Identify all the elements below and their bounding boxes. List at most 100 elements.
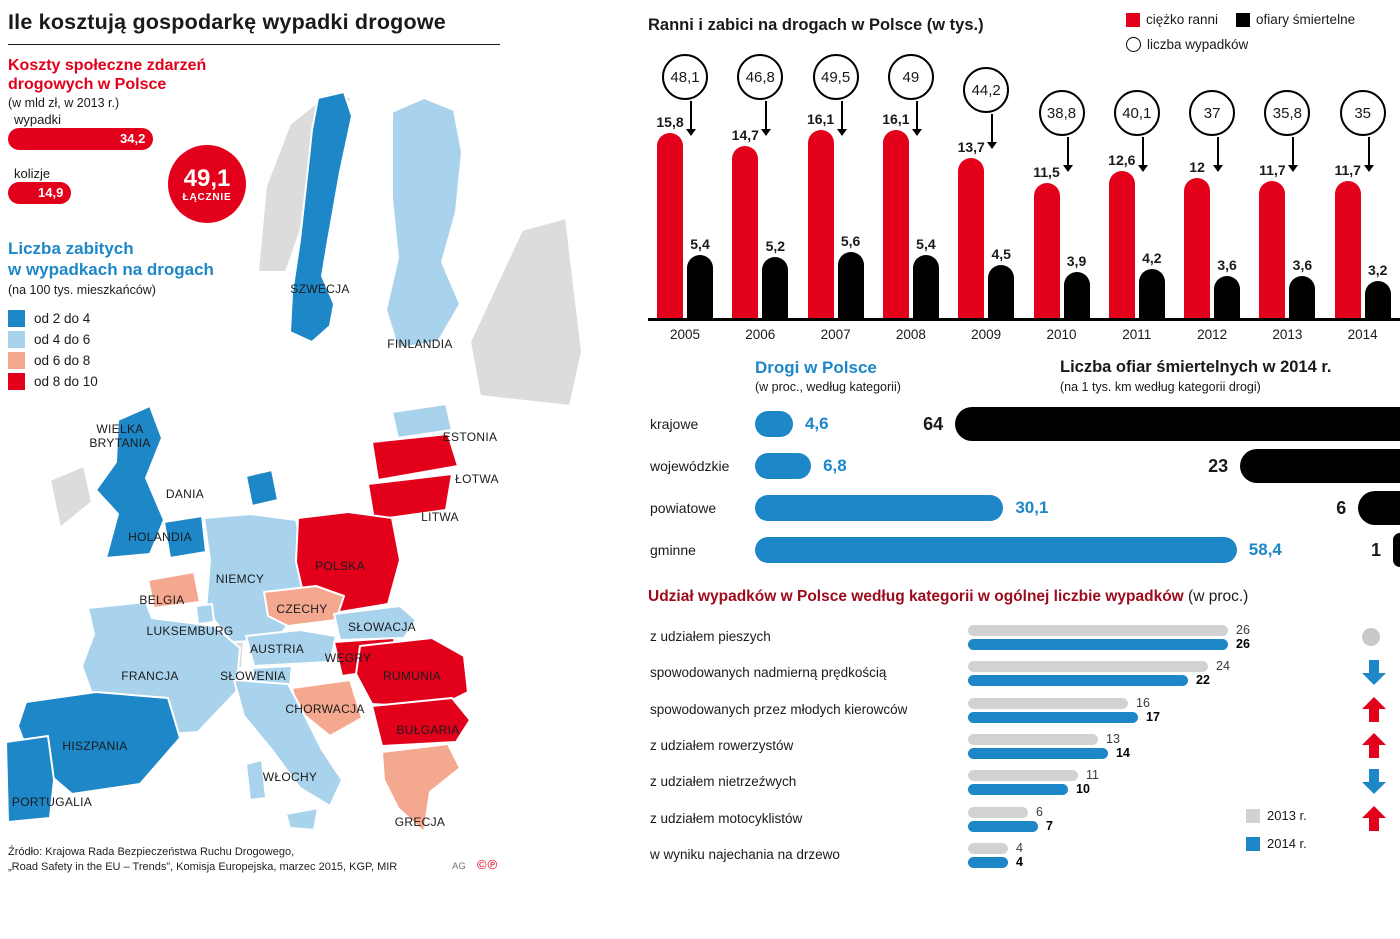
country-label-lu: LUKSEMBURG xyxy=(146,624,234,638)
year-label: 2012 xyxy=(1197,327,1228,342)
roads-chart-subtitle: (w proc., według kategorii) xyxy=(755,380,901,394)
bar-2014 xyxy=(968,783,1068,795)
severely-injured-value: 16,1 xyxy=(882,110,910,127)
country-label-es: HISZPANIA xyxy=(62,739,128,753)
bar-2013 xyxy=(968,807,1028,818)
legend-swatch xyxy=(1246,836,1260,851)
country-label-sk: SŁOWACJA xyxy=(348,620,416,634)
country-label-be: BELGIA xyxy=(139,593,185,607)
bubble-arrow-head xyxy=(686,129,696,136)
bubble-arrow-stem xyxy=(840,101,843,129)
fatalities-bar xyxy=(762,257,789,318)
fatalities-value: 3,6 xyxy=(1292,256,1313,273)
injured-swatch xyxy=(1126,12,1140,27)
bubble-arrow-head xyxy=(1213,165,1224,172)
bar-2013 xyxy=(968,661,1208,672)
country-label-hu: WĘGRY xyxy=(324,651,372,665)
legend-label: od 2 do 4 xyxy=(34,311,91,326)
accidents-count-bubble: 35,8 xyxy=(1264,90,1311,136)
severely-injured-bar xyxy=(1108,170,1135,318)
fatalities-bar xyxy=(912,254,939,318)
severely-injured-bar xyxy=(882,129,909,318)
country-label-hr: CHORWACJA xyxy=(285,702,365,716)
severely-injured-value: 13,7 xyxy=(957,138,985,155)
year-label: 2011 xyxy=(1122,327,1152,342)
severely-injured-value: 11,5 xyxy=(1033,164,1060,181)
source-note: Źródło: Krajowa Rada Bezpieczeństwa Ruch… xyxy=(8,845,397,875)
accidents-count-bubble: 38,8 xyxy=(1038,90,1085,136)
accident-share-chart: Udział wypadków w Polsce według kategori… xyxy=(648,580,1400,939)
severely-injured-value: 16,1 xyxy=(806,110,835,127)
map-sicily xyxy=(285,807,319,831)
trend-up-icon xyxy=(1362,806,1386,831)
bubble-arrow-head xyxy=(911,129,922,136)
bar-2013 xyxy=(968,770,1078,781)
severely-injured-bar xyxy=(1259,181,1286,318)
bubble-arrow-stem xyxy=(765,101,768,129)
bubble-arrow-stem xyxy=(915,101,918,129)
accident-share-legend: 2013 r. 2014 r. xyxy=(1246,580,1396,939)
trend-flat-icon xyxy=(1362,628,1380,646)
map-country-labels: SZWECJA FINLANDIA ESTONIA ŁOTWA LITWA WIELKA … xyxy=(0,90,645,900)
fatalities-bar xyxy=(837,252,864,318)
cost-bar-value: 14,9 xyxy=(38,185,64,200)
cost-bar-label: kolizje xyxy=(14,166,51,181)
deaths-chart-title: Liczba ofiar śmiertelnych w 2014 r. xyxy=(1060,358,1332,376)
accidents-count-bubble: 49 xyxy=(887,54,934,100)
accident-category-label: z udziałem rowerzystów xyxy=(650,738,794,753)
fatalities-bar xyxy=(988,265,1015,318)
fatalities-value: 3,9 xyxy=(1066,253,1087,270)
legend-swatch xyxy=(8,352,25,369)
bar-2014 xyxy=(968,674,1188,686)
legend-label: 2014 r. xyxy=(1267,836,1307,851)
severely-injured-bar xyxy=(958,157,985,318)
value-2014: 22 xyxy=(1196,672,1210,687)
legend-item-deaths: ofiary śmiertelne xyxy=(1236,12,1355,27)
bar-2014 xyxy=(968,856,1008,868)
value-2013: 13 xyxy=(1106,732,1120,746)
bubble-arrow-stem xyxy=(991,114,994,142)
bar-2014 xyxy=(968,638,1228,650)
accident-share-title: Udział wypadków w Polsce według kategori… xyxy=(648,588,1248,606)
value-2013: 6 xyxy=(1036,805,1043,819)
fatalities-bar xyxy=(1289,275,1316,318)
country-label-lv: ŁOTWA xyxy=(455,472,499,486)
bubble-arrow-stem xyxy=(1292,137,1295,165)
accident-category-label: z udziałem nietrzeźwych xyxy=(650,774,797,789)
road-share-bar xyxy=(755,537,1237,563)
fatalities-value: 3,6 xyxy=(1217,256,1237,273)
bubble-arrow-head xyxy=(1062,165,1073,172)
severely-injured-bar xyxy=(1334,181,1361,318)
year-label: 2005 xyxy=(669,327,701,342)
fatalities-value: 4,2 xyxy=(1142,249,1162,266)
legend-swatch xyxy=(8,331,25,348)
costs-bar-chart: wypadki 34,2 kolizje 14,9 xyxy=(8,112,228,224)
cost-bar: 34,2 xyxy=(8,128,154,150)
map-legend-item: od 6 do 8 xyxy=(8,350,98,371)
bubble-arrow-head xyxy=(761,129,772,136)
severely-injured-value: 12,6 xyxy=(1108,151,1136,168)
accident-category-label: w wyniku najechania na drzewo xyxy=(650,847,840,862)
bubble-arrow-head xyxy=(1288,165,1299,172)
legend-item-2013r: 2013 r. xyxy=(1246,808,1307,823)
accidents-count-bubble: 49,5 xyxy=(812,54,859,100)
cost-bar-value: 34,2 xyxy=(120,131,146,146)
fatalities-bar xyxy=(1138,268,1165,318)
bar-2013 xyxy=(968,843,1008,854)
fatalities-value: 5,6 xyxy=(840,233,861,250)
bar-2014 xyxy=(968,711,1138,723)
value-2014: 26 xyxy=(1236,636,1250,651)
country-label-cz: CZECHY xyxy=(276,602,328,616)
accident-category-label: z udziałem motocyklistów xyxy=(650,811,803,826)
country-label-de: NIEMCY xyxy=(215,572,265,586)
value-2013: 24 xyxy=(1216,659,1230,673)
deaths-chart-subtitle: (na 1 tys. km według kategorii drogi) xyxy=(1060,380,1261,394)
legend-label: od 4 do 6 xyxy=(34,332,91,347)
accidents-count-bubble: 37 xyxy=(1189,90,1236,136)
value-2013: 11 xyxy=(1086,768,1099,782)
value-2014: 4 xyxy=(1016,854,1023,869)
map-east-neutral xyxy=(469,217,583,407)
fatalities-value: 5,2 xyxy=(765,238,786,255)
road-share-value: 6,8 xyxy=(823,456,847,475)
road-share-value: 58,4 xyxy=(1248,540,1282,559)
